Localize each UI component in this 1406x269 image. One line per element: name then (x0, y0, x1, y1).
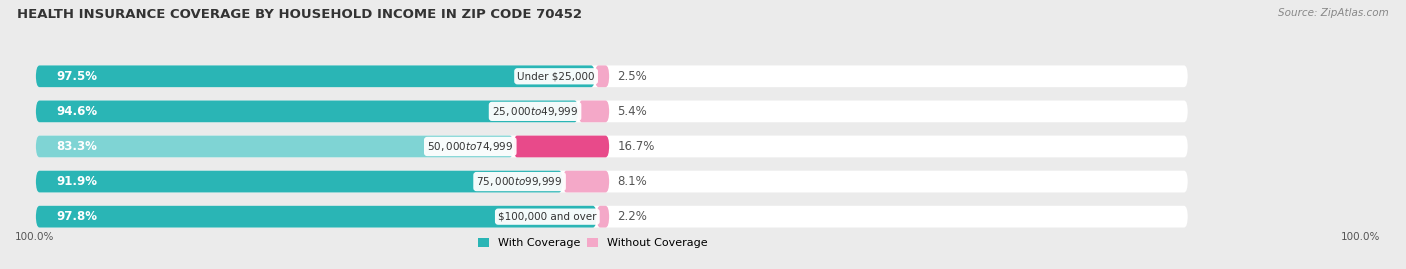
FancyBboxPatch shape (35, 136, 513, 157)
FancyBboxPatch shape (35, 171, 562, 192)
Text: 94.6%: 94.6% (56, 105, 98, 118)
Text: 2.2%: 2.2% (617, 210, 647, 223)
FancyBboxPatch shape (578, 101, 609, 122)
Text: 91.9%: 91.9% (56, 175, 97, 188)
FancyBboxPatch shape (35, 136, 1188, 157)
Text: 5.4%: 5.4% (617, 105, 647, 118)
Text: 83.3%: 83.3% (56, 140, 97, 153)
Text: 8.1%: 8.1% (617, 175, 647, 188)
FancyBboxPatch shape (35, 101, 578, 122)
FancyBboxPatch shape (596, 206, 609, 228)
Text: $25,000 to $49,999: $25,000 to $49,999 (492, 105, 578, 118)
FancyBboxPatch shape (562, 171, 609, 192)
Text: Under $25,000: Under $25,000 (517, 71, 595, 81)
FancyBboxPatch shape (35, 101, 1188, 122)
FancyBboxPatch shape (35, 171, 1188, 192)
Text: 97.5%: 97.5% (56, 70, 97, 83)
Text: 100.0%: 100.0% (15, 232, 55, 242)
Legend: With Coverage, Without Coverage: With Coverage, Without Coverage (474, 234, 713, 253)
FancyBboxPatch shape (35, 65, 595, 87)
Text: 100.0%: 100.0% (1341, 232, 1381, 242)
Text: 97.8%: 97.8% (56, 210, 97, 223)
Text: 16.7%: 16.7% (617, 140, 655, 153)
Text: $50,000 to $74,999: $50,000 to $74,999 (427, 140, 513, 153)
Text: $100,000 and over: $100,000 and over (498, 212, 596, 222)
Text: $75,000 to $99,999: $75,000 to $99,999 (477, 175, 562, 188)
Text: 2.5%: 2.5% (617, 70, 647, 83)
FancyBboxPatch shape (35, 206, 596, 228)
FancyBboxPatch shape (595, 65, 609, 87)
FancyBboxPatch shape (35, 206, 1188, 228)
FancyBboxPatch shape (35, 65, 1188, 87)
FancyBboxPatch shape (513, 136, 609, 157)
Text: HEALTH INSURANCE COVERAGE BY HOUSEHOLD INCOME IN ZIP CODE 70452: HEALTH INSURANCE COVERAGE BY HOUSEHOLD I… (17, 8, 582, 21)
Text: Source: ZipAtlas.com: Source: ZipAtlas.com (1278, 8, 1389, 18)
